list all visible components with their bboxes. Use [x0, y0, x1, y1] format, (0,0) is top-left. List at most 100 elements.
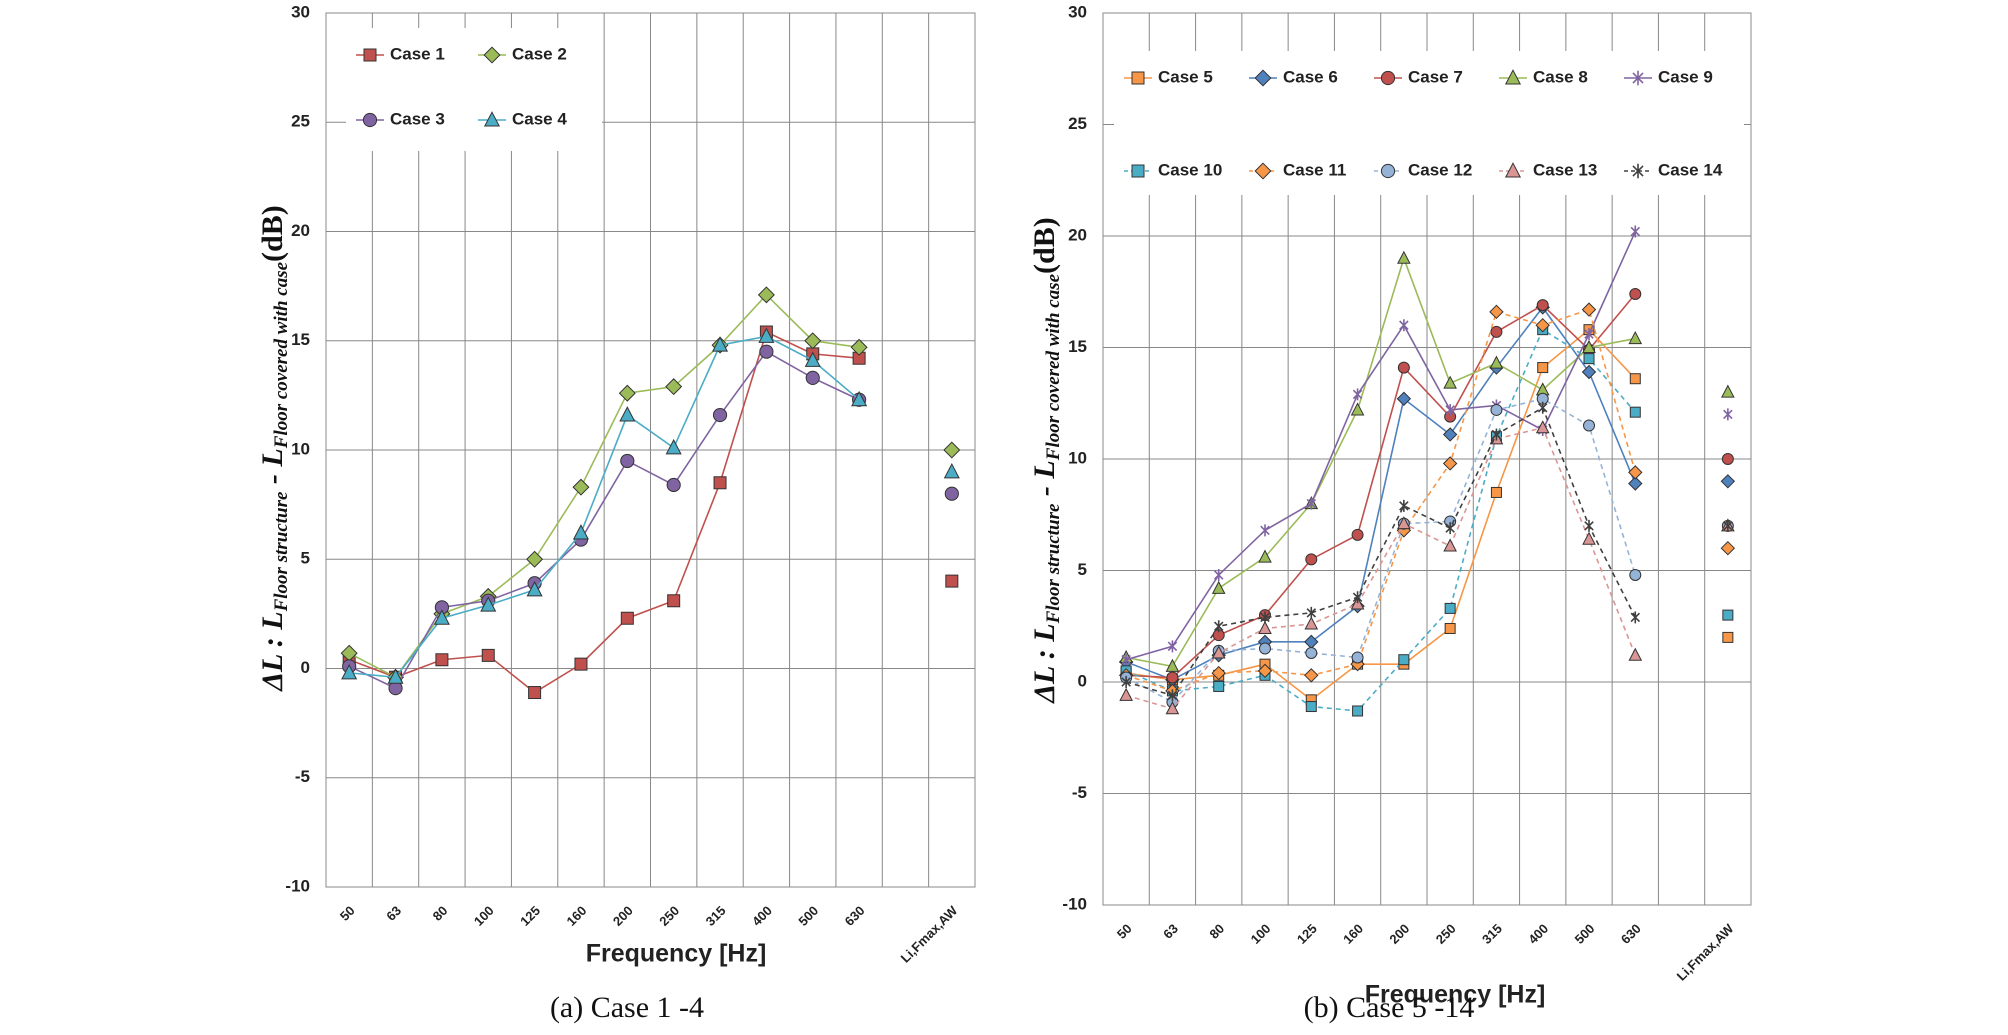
- marker: [759, 344, 774, 359]
- x-tick-label: 160: [1340, 921, 1366, 947]
- marker: [1306, 497, 1317, 510]
- y-tick-label: 20: [1068, 225, 1087, 244]
- marker: [1350, 402, 1365, 416]
- y-axis-label-part: Floor covered with case: [271, 261, 292, 449]
- marker: [1166, 671, 1179, 684]
- marker: [1121, 676, 1131, 688]
- marker: [620, 611, 634, 625]
- marker: [1535, 420, 1550, 434]
- x-tick-label: 50: [337, 903, 358, 924]
- y-axis-label-part: (dB): [256, 205, 289, 262]
- y-axis-label-part: ΔL : L: [256, 611, 289, 691]
- marker: [1119, 687, 1133, 701]
- marker: [1397, 516, 1411, 530]
- marker: [1352, 388, 1363, 401]
- x-tick-label: 500: [1572, 921, 1598, 947]
- x-tick-label: 63: [383, 903, 404, 924]
- x-tick-label: 250: [1433, 921, 1459, 947]
- marker: [1259, 642, 1271, 655]
- legend-marker: [363, 48, 377, 62]
- marker: [1628, 330, 1643, 345]
- y-axis-label-part: Floor structure: [271, 491, 292, 612]
- marker: [1629, 373, 1641, 385]
- y-axis-label-part: ΔL : L: [1028, 623, 1061, 703]
- marker: [1628, 647, 1643, 661]
- marker: [618, 384, 636, 402]
- marker: [1535, 317, 1550, 333]
- marker: [757, 286, 775, 304]
- x-tick-label: 630: [1618, 921, 1644, 947]
- legend-label: Case 1: [390, 44, 445, 63]
- marker: [713, 476, 727, 490]
- marker: [1121, 653, 1131, 666]
- marker: [1213, 568, 1224, 581]
- marker: [1305, 647, 1318, 660]
- marker: [528, 686, 542, 700]
- marker: [1537, 401, 1548, 414]
- marker: [1305, 701, 1317, 713]
- x-axis-label: Frequency [Hz]: [586, 940, 767, 968]
- y-tick-label: 10: [291, 439, 310, 458]
- y-axis-label: ΔL : LFloor structure - LFloor covered w…: [1028, 217, 1064, 703]
- y-tick-label: 0: [301, 658, 310, 677]
- marker: [1211, 580, 1226, 594]
- marker: [1442, 427, 1458, 442]
- x-tick-label: Li,Fmax,AW: [1674, 920, 1737, 983]
- marker: [1720, 474, 1736, 489]
- legend-marker: [1632, 163, 1644, 179]
- marker: [712, 336, 729, 352]
- marker: [1399, 499, 1409, 512]
- legend-label: Case 5: [1158, 67, 1213, 86]
- marker: [481, 648, 495, 662]
- marker: [1721, 453, 1734, 465]
- legend-marker: [1504, 162, 1522, 178]
- legend-label: Case 2: [512, 44, 567, 63]
- y-axis-label-part: (dB): [1028, 217, 1061, 274]
- legend-label: Case 10: [1158, 160, 1222, 179]
- marker: [1304, 668, 1319, 683]
- marker: [1352, 705, 1364, 717]
- marker: [1583, 419, 1595, 432]
- marker: [1211, 665, 1226, 681]
- marker: [1490, 486, 1502, 498]
- legend-label: Case 13: [1533, 160, 1597, 179]
- y-tick-label: 10: [1068, 448, 1087, 467]
- y-tick-label: 5: [301, 549, 310, 568]
- marker: [1537, 362, 1549, 374]
- plot-frame: [325, 12, 976, 888]
- marker: [850, 338, 868, 356]
- marker: [1444, 622, 1456, 634]
- marker: [572, 478, 590, 496]
- x-axis-label: Frequency [Hz]: [1365, 981, 1546, 1009]
- marker: [1490, 325, 1503, 338]
- marker: [1351, 528, 1364, 541]
- marker: [805, 370, 820, 385]
- legend-label: Case 4: [512, 109, 567, 128]
- marker: [943, 462, 960, 479]
- chart: -10 -5 0 5 10 15 20 25 30 50 63 80 100 125 160 200 250 31…: [256, 2, 976, 1024]
- marker: [1165, 701, 1180, 715]
- x-tick-label: 315: [703, 903, 729, 929]
- x-tick-label: 250: [656, 903, 682, 929]
- y-axis-label-part: Floor structure: [1043, 503, 1064, 624]
- marker: [1260, 524, 1270, 537]
- legend-label: Case 6: [1283, 67, 1338, 86]
- y-tick-label: -5: [1072, 783, 1087, 802]
- marker: [1723, 408, 1733, 421]
- legend-marker: [1131, 164, 1145, 178]
- y-tick-label: 0: [1078, 671, 1087, 690]
- marker: [1396, 391, 1412, 406]
- x-tick-label: 400: [1525, 921, 1551, 947]
- marker: [1258, 549, 1272, 563]
- marker: [433, 609, 450, 625]
- legend-label: Case 14: [1658, 160, 1723, 179]
- marker: [1260, 611, 1270, 624]
- x-tick-label: 63: [1160, 921, 1181, 942]
- y-axis-label-part: - L: [256, 448, 289, 491]
- legend-label: Case 8: [1533, 67, 1588, 86]
- marker: [1628, 476, 1643, 491]
- y-tick-label: 30: [291, 2, 310, 21]
- marker: [619, 406, 636, 422]
- marker: [1581, 364, 1597, 380]
- marker: [1445, 522, 1455, 535]
